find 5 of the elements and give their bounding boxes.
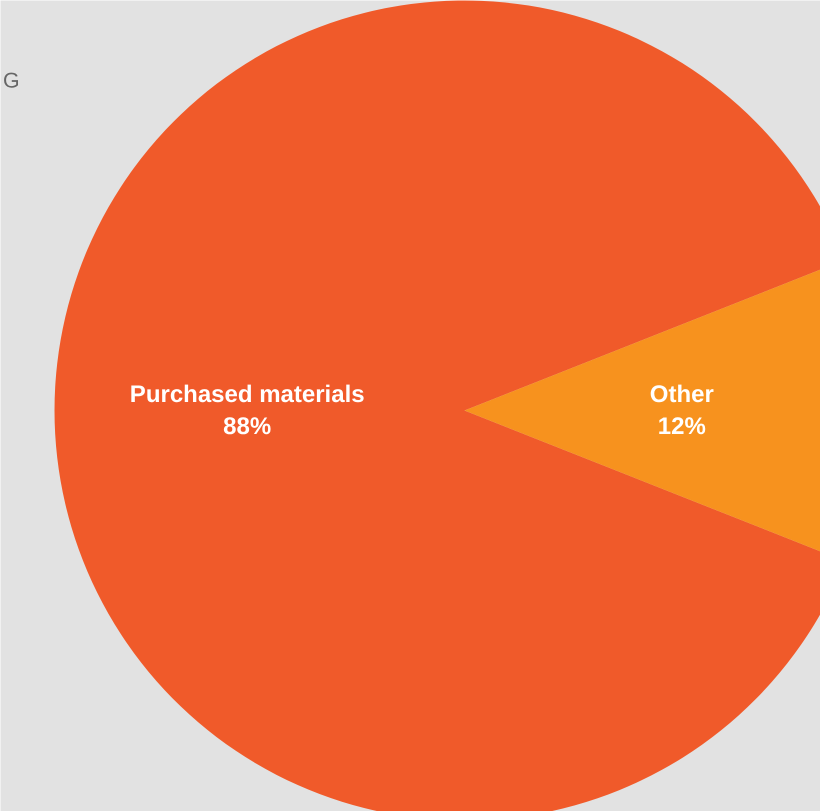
- data-label: 88%: [223, 413, 272, 440]
- slice-label: Other: [650, 380, 714, 408]
- slice-label: Purchased materials: [130, 380, 365, 408]
- text: G: [2, 68, 20, 92]
- data-label: 12%: [658, 413, 706, 440]
